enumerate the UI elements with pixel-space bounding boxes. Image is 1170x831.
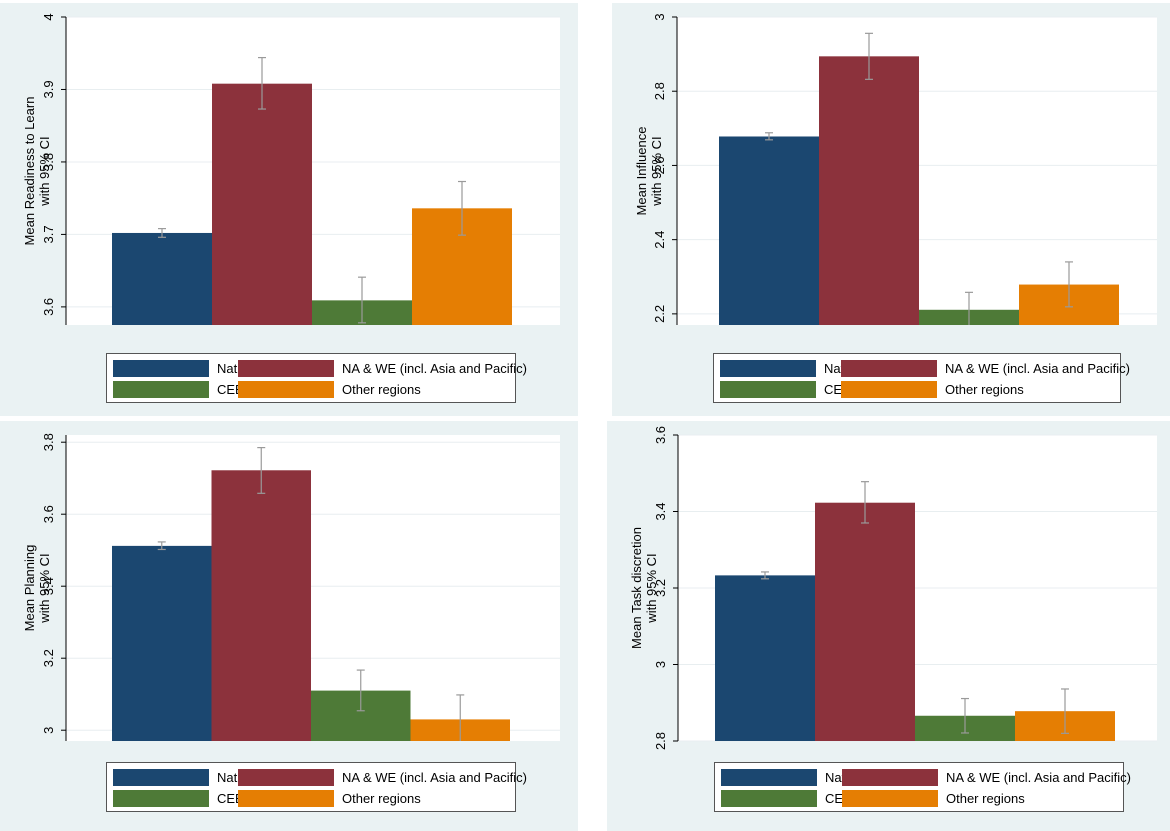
legend-item-cee: CEE [113, 788, 244, 808]
legend-item-other-regions: Other regions [238, 379, 421, 399]
legend-item-other-regions: Other regions [238, 788, 421, 808]
y-tick-label: 3 [653, 661, 668, 668]
chart-legend: Native NA & WE (incl. Asia and Pacific) … [713, 353, 1130, 403]
legend-label: NA & WE (incl. Asia and Pacific) [945, 360, 1130, 376]
legend-item-native: Native [721, 767, 862, 787]
legend-swatch [113, 789, 209, 807]
legend-swatch [720, 359, 816, 377]
y-axis-title-ci: with 95% CI [37, 553, 52, 623]
y-axis-title: Mean Influence [634, 127, 649, 216]
y-tick-label: 4 [41, 13, 56, 20]
y-tick-label: 2.6 [652, 156, 667, 174]
chart-svg: 3.6 3.7 3.8 3.9 4 Mean Readiness to Learn with… [22, 13, 560, 325]
legend-swatch [113, 768, 209, 786]
legend-item-cee: CEE [721, 788, 852, 808]
legend-label: Other regions [342, 790, 421, 806]
chart-svg: 2.2 2.4 2.6 2.8 3 Mean Influence with 95% CI [634, 13, 1157, 326]
chart-svg: 3 3.2 3.4 3.6 3.8 Mean Planning with 95% CI [22, 433, 560, 741]
chart-legend: Native NA & WE (incl. Asia and Pacific) … [106, 353, 527, 403]
legend-item-na-we: NA & WE (incl. Asia and Pacific) [842, 767, 1131, 787]
y-tick-label: 3.6 [41, 298, 56, 316]
legend-swatch [238, 380, 334, 398]
legend-item-na-we: NA & WE (incl. Asia and Pacific) [238, 767, 527, 787]
y-tick-label: 3.4 [41, 577, 56, 595]
y-tick-label: 3.8 [41, 153, 56, 171]
legend-swatch [113, 380, 209, 398]
y-tick-label: 3.2 [653, 579, 668, 597]
legend-item-na-we: NA & WE (incl. Asia and Pacific) [841, 358, 1130, 378]
legend-item-cee: CEE [113, 379, 244, 399]
y-tick-label: 3.7 [41, 225, 56, 243]
y-tick-label: 3 [41, 727, 56, 734]
y-tick-label: 2.8 [652, 82, 667, 100]
legend-swatch [842, 789, 938, 807]
legend-label: NA & WE (incl. Asia and Pacific) [342, 769, 527, 785]
chart-panel-planning: 3 3.2 3.4 3.6 3.8 Mean Planning with 95% CI Na… [0, 421, 578, 831]
legend-item-native: Native [720, 358, 861, 378]
bar [819, 56, 919, 326]
chart-legend: Native NA & WE (incl. Asia and Pacific) … [714, 762, 1131, 812]
legend-label: NA & WE (incl. Asia and Pacific) [342, 360, 527, 376]
bar [212, 83, 312, 325]
legend-label: CEE [217, 381, 244, 397]
legend-label: NA & WE (incl. Asia and Pacific) [946, 769, 1131, 785]
y-axis-title: Mean Readiness to Learn [22, 97, 37, 246]
legend-swatch [238, 359, 334, 377]
legend-swatch [113, 359, 209, 377]
y-tick-label: 3.6 [653, 426, 668, 444]
chart-panel-readiness: 3.6 3.7 3.8 3.9 4 Mean Readiness to Learn with… [0, 3, 578, 416]
y-tick-label: 3.4 [653, 502, 668, 520]
legend-swatch [238, 768, 334, 786]
chart-legend: Native NA & WE (incl. Asia and Pacific) … [106, 762, 527, 812]
y-axis-title-ci: with 95% CI [649, 136, 664, 206]
legend-swatch [721, 768, 817, 786]
legend-label: CEE [217, 790, 244, 806]
legend-label: Other regions [342, 381, 421, 397]
legend-swatch [841, 359, 937, 377]
y-tick-label: 3 [652, 13, 667, 20]
chart-svg: 2.8 3 3.2 3.4 3.6 Mean Task discretion with 95… [629, 426, 1157, 750]
y-axis-title: Mean Task discretion [629, 527, 644, 649]
y-axis-title-ci: with 95% CI [37, 136, 52, 206]
legend-swatch [721, 789, 817, 807]
legend-label: Other regions [945, 381, 1024, 397]
chart-panel-influence: 2.2 2.4 2.6 2.8 3 Mean Influence with 95% CI N… [612, 3, 1170, 416]
legend-swatch [841, 380, 937, 398]
legend-label: Other regions [946, 790, 1025, 806]
y-tick-label: 3.6 [41, 505, 56, 523]
bar [815, 502, 915, 741]
y-tick-label: 2.2 [652, 305, 667, 323]
y-tick-label: 2.4 [652, 231, 667, 249]
bar [719, 136, 819, 325]
legend-item-na-we: NA & WE (incl. Asia and Pacific) [238, 358, 527, 378]
bar [112, 545, 212, 741]
legend-item-native: Native [113, 767, 254, 787]
y-tick-label: 3.2 [41, 649, 56, 667]
legend-swatch [720, 380, 816, 398]
chart-panel-task-discretion: 2.8 3 3.2 3.4 3.6 Mean Task discretion with 95… [607, 421, 1170, 831]
y-tick-label: 3.9 [41, 80, 56, 98]
bar [211, 470, 311, 741]
y-axis-title-ci: with 95% CI [644, 553, 659, 623]
legend-item-other-regions: Other regions [842, 788, 1025, 808]
legend-item-native: Native [113, 358, 254, 378]
y-axis-title: Mean Planning [22, 545, 37, 632]
bar [112, 232, 212, 325]
legend-swatch [238, 789, 334, 807]
y-tick-label: 2.8 [653, 732, 668, 750]
bar [715, 575, 815, 741]
legend-item-other-regions: Other regions [841, 379, 1024, 399]
legend-swatch [842, 768, 938, 786]
y-tick-label: 3.8 [41, 433, 56, 451]
legend-item-cee: CEE [720, 379, 851, 399]
